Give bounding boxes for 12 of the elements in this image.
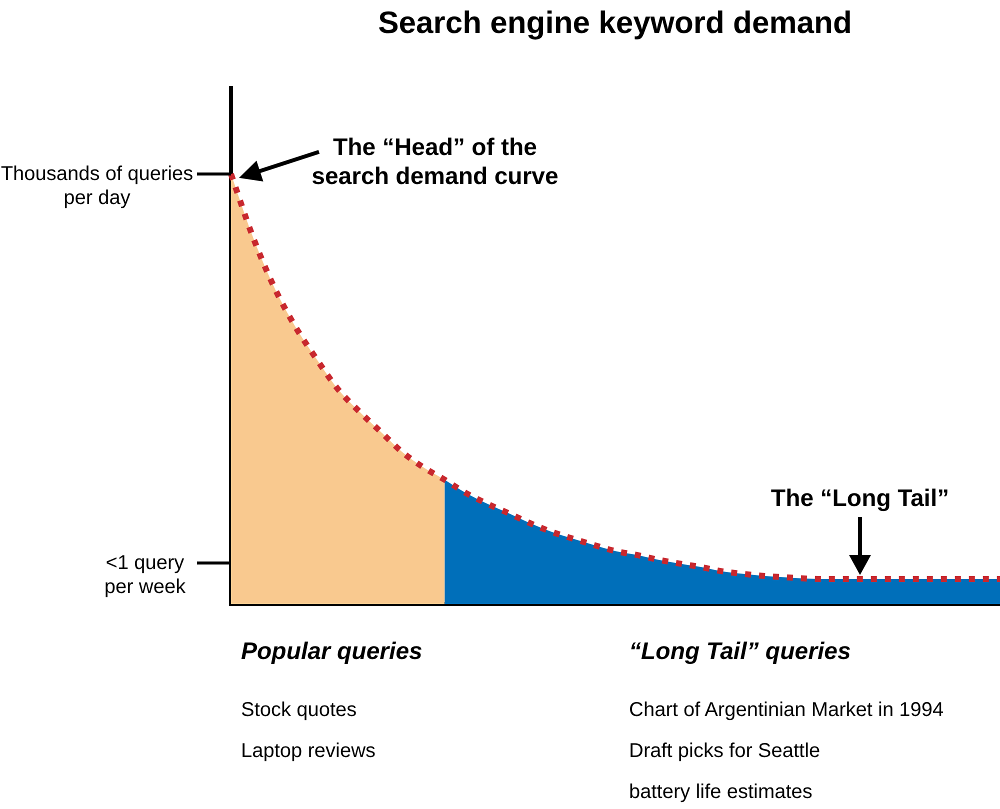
annotation: The “Head” of the search demand curve — [310, 134, 560, 192]
text: Chart of Argentinian Market in 1994 — [629, 698, 944, 722]
text: battery life estimates — [629, 780, 812, 804]
text: Draft picks for Seattle — [629, 739, 820, 763]
text: Stock quotes — [241, 698, 357, 722]
text: Laptop reviews — [241, 739, 376, 763]
text: “Long Tail” queries — [629, 638, 851, 667]
annotation: The “Long Tail” — [770, 485, 950, 514]
chart-title: Search engine keyword demand — [377, 4, 853, 42]
text: Thousands of queries per day — [0, 162, 194, 210]
text: <1 query per week — [103, 551, 187, 599]
text: Popular queries — [241, 638, 422, 667]
